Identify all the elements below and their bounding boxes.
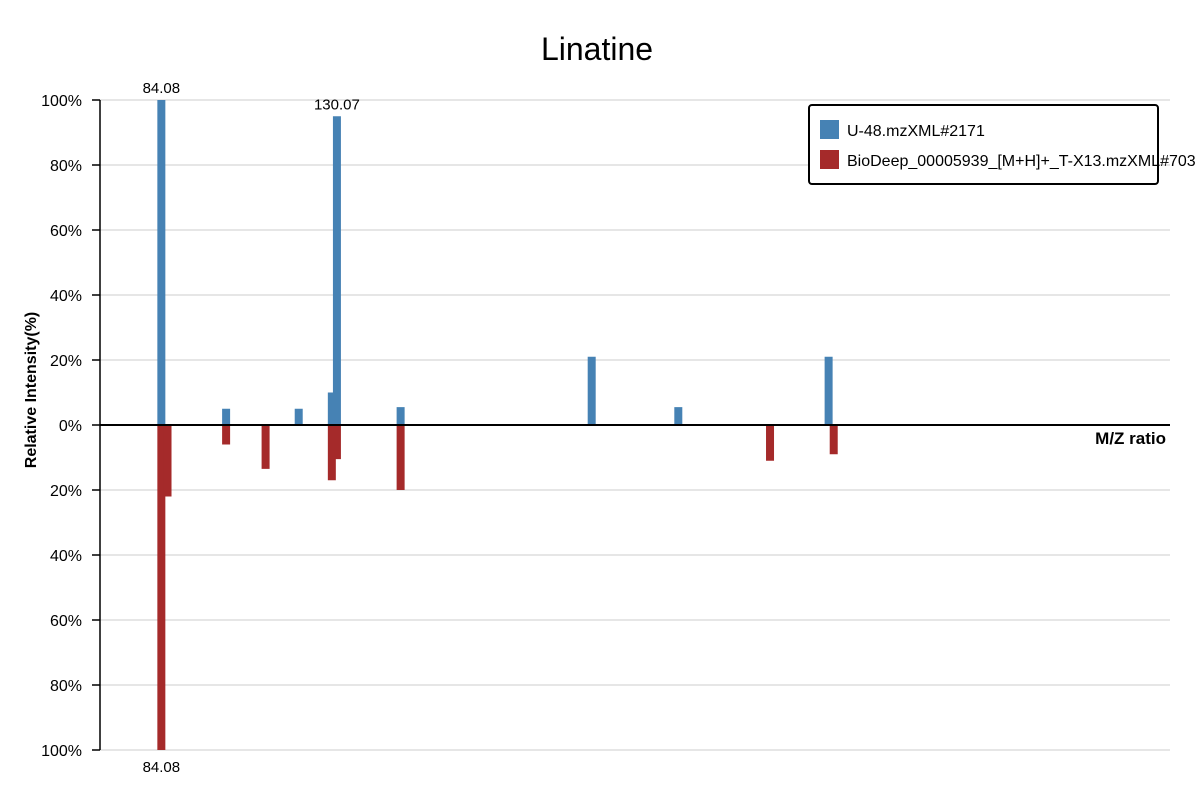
spectrum-bar: [829, 425, 838, 455]
spectrum-bar: [163, 425, 172, 497]
spectrum-bar: [332, 425, 341, 460]
bars: [157, 100, 838, 750]
spectrum-bar: [157, 100, 166, 425]
axes: [99, 100, 1170, 750]
y-tick-labels: 100% 80% 60% 40% 20% 0% 20% 40% 60% 80% 100%: [41, 93, 100, 760]
spectrum-bar: [327, 392, 336, 425]
y-tick-label: 80%: [50, 678, 82, 695]
spectrum-bar: [396, 425, 405, 490]
legend-label: BioDeep_00005939_[M+H]+_T-X13.mzXML#703: [847, 153, 1196, 170]
legend-swatch: [820, 150, 839, 169]
peak-labels: 84.08 130.07 84.08: [143, 80, 360, 776]
y-tick-label: 60%: [50, 223, 82, 240]
spectrum-bar: [157, 425, 166, 750]
y-tick-label: 0%: [59, 418, 82, 435]
y-tick-label: 20%: [50, 353, 82, 370]
spectrum-bar: [332, 116, 341, 425]
legend-swatch: [820, 120, 839, 139]
y-tick-label: 80%: [50, 158, 82, 175]
y-tick-label: 40%: [50, 288, 82, 305]
peak-label: 130.07: [314, 96, 360, 113]
spectrum-bar: [587, 356, 596, 425]
spectrum-bar: [222, 408, 231, 425]
y-axis-label: Relative Intensity(%): [23, 312, 40, 468]
y-tick-label: 100%: [41, 743, 82, 760]
spectrum-bar: [222, 425, 231, 445]
y-tick-label: 40%: [50, 548, 82, 565]
y-tick-label: 20%: [50, 483, 82, 500]
spectrum-bar: [396, 407, 405, 425]
spectrum-bar: [766, 425, 775, 461]
peak-label: 84.08: [143, 759, 181, 776]
spectrum-bar: [674, 407, 683, 425]
y-tick-label: 60%: [50, 613, 82, 630]
x-axis-label: M/Z ratio: [1095, 429, 1166, 448]
spectrum-bar: [327, 425, 336, 481]
legend: U-48.mzXML#2171 BioDeep_00005939_[M+H]+_T…: [808, 104, 1196, 185]
spectrum-bar: [261, 425, 270, 469]
spectrum-bar: [294, 408, 303, 425]
y-tick-label: 100%: [41, 93, 82, 110]
grid-lines: [100, 99, 1170, 751]
legend-box: [808, 104, 1159, 185]
peak-label: 84.08: [143, 80, 181, 97]
legend-label: U-48.mzXML#2171: [847, 123, 985, 140]
spectrum-bar: [824, 356, 833, 425]
chart-title: Linatine: [541, 31, 653, 67]
